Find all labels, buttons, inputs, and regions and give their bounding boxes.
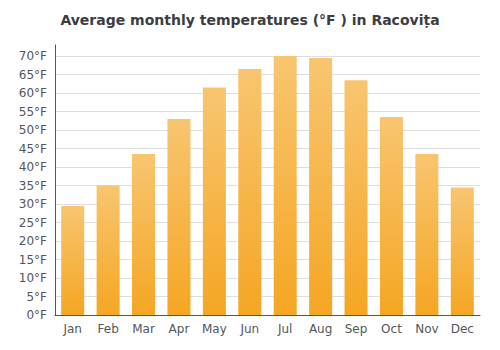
- svg-text:45°F: 45°F: [19, 142, 47, 156]
- svg-text:10°F: 10°F: [19, 271, 47, 285]
- svg-text:Feb: Feb: [98, 322, 119, 336]
- svg-text:55°F: 55°F: [19, 105, 47, 119]
- svg-text:Oct: Oct: [381, 322, 402, 336]
- svg-text:Apr: Apr: [169, 322, 190, 336]
- svg-text:50°F: 50°F: [19, 123, 47, 137]
- svg-text:Aug: Aug: [309, 322, 332, 336]
- svg-text:0°F: 0°F: [26, 308, 47, 322]
- svg-text:Jan: Jan: [62, 322, 82, 336]
- svg-text:60°F: 60°F: [19, 86, 47, 100]
- svg-text:65°F: 65°F: [19, 68, 47, 82]
- svg-text:5°F: 5°F: [26, 290, 47, 304]
- svg-text:Jun: Jun: [239, 322, 259, 336]
- svg-text:Mar: Mar: [132, 322, 155, 336]
- svg-text:15°F: 15°F: [19, 253, 47, 267]
- svg-text:25°F: 25°F: [19, 216, 47, 230]
- svg-text:May: May: [202, 322, 227, 336]
- svg-text:Jul: Jul: [277, 322, 292, 336]
- svg-text:40°F: 40°F: [19, 160, 47, 174]
- svg-text:30°F: 30°F: [19, 197, 47, 211]
- svg-text:35°F: 35°F: [19, 179, 47, 193]
- svg-text:70°F: 70°F: [19, 49, 47, 63]
- svg-text:Dec: Dec: [451, 322, 474, 336]
- svg-text:Average monthly temperatures (: Average monthly temperatures (°F ) in Ra…: [60, 12, 439, 29]
- svg-text:Nov: Nov: [415, 322, 438, 336]
- svg-text:Sep: Sep: [345, 322, 368, 336]
- svg-text:20°F: 20°F: [19, 234, 47, 248]
